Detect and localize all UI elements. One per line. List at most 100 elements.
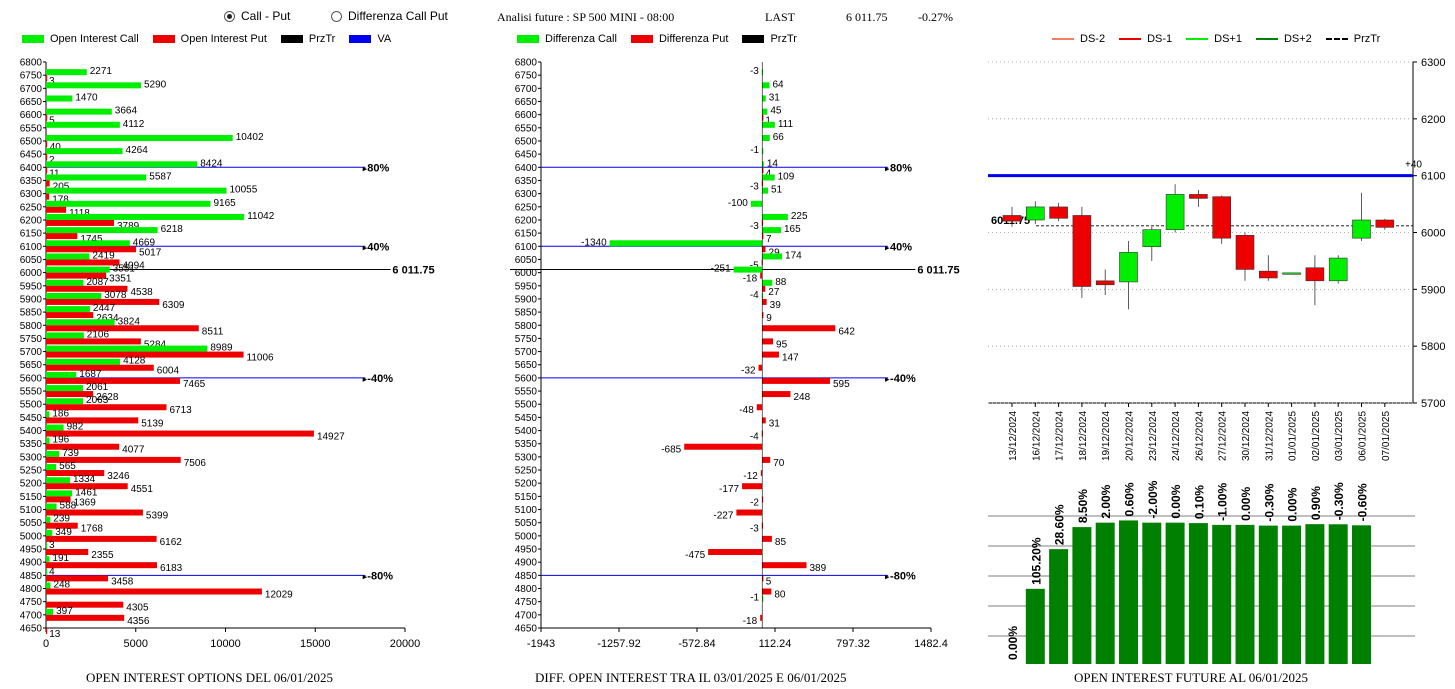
candle-x-tick-label: 19/12/2024	[1101, 411, 1112, 461]
diff-put-bar	[762, 285, 766, 292]
diff-put-value: 5	[766, 576, 772, 587]
oi-call-value: 1470	[75, 92, 98, 103]
oi-call-value: 8424	[200, 158, 223, 169]
oi-call-bar	[46, 450, 60, 457]
oi-put-bar	[46, 562, 157, 569]
oi-x-tick-label: 20000	[390, 638, 421, 650]
diff-call-bar	[762, 148, 764, 155]
diff-y-tick-label: 4650	[515, 624, 538, 635]
diff-put-bar	[762, 391, 791, 398]
diff-put-value: 39	[770, 300, 782, 311]
candle-y-tick-label: 6300	[1421, 57, 1445, 69]
diff-va-label: 40%	[890, 241, 912, 253]
radio-call-put-label: Call - Put	[241, 9, 291, 23]
oi-call-bar	[46, 95, 73, 102]
oi-put-value: 205	[53, 181, 70, 192]
candle-down	[1259, 270, 1278, 279]
oi-put-bar	[46, 391, 94, 398]
oi-y-tick-label: 5650	[20, 360, 43, 371]
change-value: -0.27%	[918, 10, 953, 24]
oi-put-bar	[46, 614, 125, 621]
oi-call-bar	[46, 148, 123, 155]
oi-y-tick-label: 6150	[20, 229, 43, 240]
oi-put-bar	[46, 483, 128, 490]
caption-right: OPEN INTEREST FUTURE AL 06/01/2025	[1074, 670, 1309, 685]
last-label: LAST	[765, 10, 795, 24]
diff-put-bar	[762, 298, 767, 305]
oi-put-bar	[46, 325, 199, 332]
oi-y-tick-label: 5300	[20, 452, 43, 463]
candle-up	[1119, 252, 1138, 283]
candle-x-tick-label: 26/12/2024	[1194, 411, 1205, 461]
radio-differenza[interactable]: Differenza Call Put	[331, 9, 448, 23]
caption-middle: DIFF. OPEN INTEREST TRA IL 03/01/2025 E …	[535, 670, 847, 685]
diff-va-arrow: ▸	[885, 571, 890, 581]
oi-put-bar	[46, 430, 314, 437]
oi-put-value: 6183	[160, 563, 183, 574]
diff-va-arrow: ▸	[885, 163, 890, 173]
oi-put-value: 5	[49, 116, 55, 127]
oi-y-tick-label: 6200	[20, 215, 43, 226]
candle-x-tick-label: 03/01/2025	[1334, 411, 1345, 461]
oi-put-bar	[46, 364, 154, 371]
oi-x-tick-label: 0	[43, 638, 49, 650]
oi-call-value: 5587	[149, 171, 172, 182]
diff-x-tick-label: -1257.92	[597, 638, 640, 650]
diff-call-bar	[762, 227, 782, 234]
oi-put-bar	[46, 549, 89, 556]
oi-call-value: 5290	[144, 79, 167, 90]
oi-put-bar	[46, 338, 141, 345]
oi-call-value: 2063	[86, 395, 109, 406]
diff-y-tick-label: 5650	[515, 360, 538, 371]
last-value: 6 011.75	[846, 10, 888, 24]
oi-future-bar	[1212, 524, 1232, 664]
radio-call-put[interactable]: Call - Put	[224, 9, 290, 23]
diff-put-value: -3	[750, 524, 759, 535]
diff-put-bar	[762, 233, 764, 240]
oi-put-bar	[46, 509, 143, 516]
legend-item-va: VA	[349, 33, 391, 45]
diff-put-bar	[758, 364, 763, 371]
oi-put-value: 3	[49, 76, 55, 87]
oi-y-tick-label: 6300	[20, 189, 43, 200]
oi-y-tick-label: 5700	[20, 347, 43, 358]
oi-put-value: 2628	[96, 392, 119, 403]
oi-put-value: 178	[52, 195, 69, 206]
legend-item-diff-put: Differenza Put	[630, 33, 728, 45]
legend-item-ds+2: DS+2	[1255, 33, 1312, 45]
oi-call-bar	[46, 69, 87, 76]
diff-put-bar	[762, 114, 764, 121]
diff-y-tick-label: 4900	[515, 558, 538, 569]
diff-y-tick-label: 5100	[515, 505, 538, 516]
oi-call-value: 4128	[123, 356, 146, 367]
oi-put-bar	[46, 219, 115, 226]
legend-item-ds-2: DS-2	[1052, 33, 1105, 45]
diff-przTr-label: 6 011.75	[917, 265, 959, 277]
diff-y-tick-label: 6000	[515, 268, 538, 279]
diff-call-value: 165	[784, 224, 801, 235]
candle-x-tick-label: 18/12/2024	[1078, 411, 1089, 461]
legend-item-ds-1: DS-1	[1119, 33, 1172, 45]
oi-y-tick-label: 6450	[20, 150, 43, 161]
oi-future-label: 0.90%	[1309, 486, 1323, 520]
oi-y-tick-label: 5350	[20, 439, 43, 450]
candle-up	[1142, 229, 1162, 248]
diff-call-value: -3	[750, 66, 759, 77]
oi-call-bar	[46, 437, 50, 444]
oi-y-tick-label: 6500	[20, 136, 43, 147]
diff-y-tick-label: 6050	[515, 255, 538, 266]
diff-put-value: -12	[743, 471, 758, 482]
diff-put-bar	[756, 404, 763, 411]
diff-call-value: 66	[773, 132, 785, 143]
oi-put-bar	[46, 404, 167, 411]
diff-y-tick-label: 6150	[515, 229, 538, 240]
diff-put-value: 147	[782, 353, 799, 364]
oi-put-value: 2	[49, 155, 55, 166]
oi-future-bar	[1025, 588, 1045, 664]
oi-call-value: 196	[53, 435, 70, 446]
oi-put-value: 5399	[146, 511, 169, 522]
candle-x-tick-label: 16/12/2024	[1031, 411, 1042, 461]
oi-put-value: 12029	[265, 590, 293, 601]
oi-call-value: 4264	[126, 145, 149, 156]
diff-y-tick-label: 6300	[515, 189, 538, 200]
